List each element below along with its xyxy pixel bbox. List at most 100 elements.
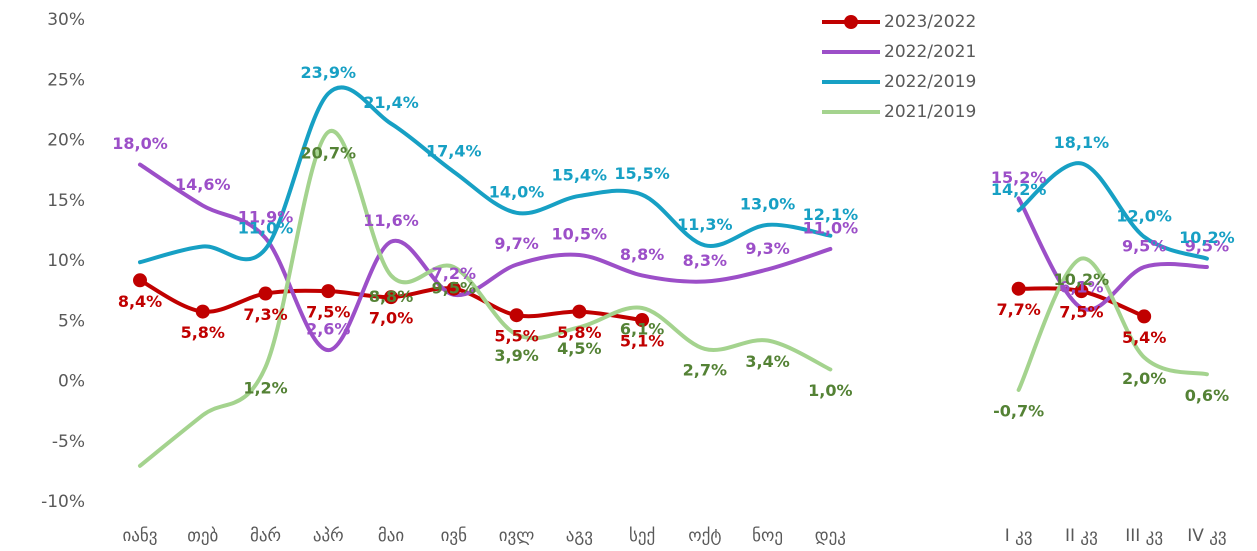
x-tick-label: დეკ bbox=[815, 526, 846, 546]
value-label: 7,3% bbox=[243, 305, 287, 324]
marker bbox=[384, 290, 399, 305]
legend-label: 2022/2021 bbox=[884, 42, 976, 62]
value-label: 11,3% bbox=[677, 215, 733, 234]
value-label: 6,1% bbox=[1059, 277, 1103, 296]
value-label: 7,2% bbox=[432, 264, 476, 283]
x-tick-label: მარ bbox=[250, 526, 281, 546]
legend-label: 2021/2019 bbox=[884, 102, 976, 122]
y-tick-label: -5% bbox=[52, 432, 85, 452]
series-line bbox=[138, 85, 1209, 265]
value-label: 8,4% bbox=[118, 292, 162, 311]
y-tick-label: 10% bbox=[47, 251, 85, 271]
x-tick-label: აგვ bbox=[566, 526, 593, 546]
value-label: 3,9% bbox=[494, 346, 538, 365]
value-label: 7,5% bbox=[306, 303, 350, 322]
value-label: 9,5% bbox=[1122, 237, 1166, 256]
value-label: 15,4% bbox=[552, 165, 608, 184]
value-label: 3,4% bbox=[745, 352, 789, 371]
value-label: 11,6% bbox=[363, 211, 419, 230]
value-label: 9,3% bbox=[745, 239, 789, 258]
value-label: 0,6% bbox=[1185, 386, 1229, 405]
value-label: 1,2% bbox=[243, 379, 287, 398]
marker bbox=[321, 284, 336, 299]
x-tick-label: ივნ bbox=[441, 526, 468, 546]
x-tick-label: სექ bbox=[629, 526, 655, 546]
legend-label: 2023/2022 bbox=[884, 12, 976, 32]
value-label: 11,9% bbox=[238, 208, 294, 227]
value-label: 15,5% bbox=[614, 164, 670, 183]
series-line bbox=[138, 162, 1209, 353]
x-tick-label: აპრ bbox=[313, 526, 344, 546]
value-label: 5,8% bbox=[181, 323, 225, 342]
value-label: 10,2% bbox=[1179, 228, 1235, 247]
value-label: 1,0% bbox=[808, 381, 852, 400]
value-label: 5,8% bbox=[557, 323, 601, 342]
value-label: 5,1% bbox=[620, 332, 664, 351]
value-label: 5,5% bbox=[494, 327, 538, 346]
value-label: 4,5% bbox=[557, 339, 601, 358]
value-label: 21,4% bbox=[363, 93, 419, 112]
value-label: 17,4% bbox=[426, 141, 482, 160]
y-tick-label: -10% bbox=[41, 492, 85, 512]
value-label: 7,7% bbox=[996, 300, 1040, 319]
y-tick-label: 30% bbox=[47, 10, 85, 30]
marker bbox=[1011, 281, 1026, 296]
value-label: 23,9% bbox=[301, 63, 357, 82]
marker bbox=[1137, 309, 1152, 324]
value-label: 14,6% bbox=[175, 175, 231, 194]
value-label: 14,2% bbox=[991, 180, 1047, 199]
y-tick-label: 25% bbox=[47, 70, 85, 90]
value-label: 18,0% bbox=[112, 134, 168, 153]
x-tick-label: ოქტ bbox=[688, 526, 721, 546]
marker bbox=[572, 304, 587, 319]
y-tick-label: 20% bbox=[47, 131, 85, 151]
value-label: 8,8% bbox=[369, 287, 413, 306]
value-label: 13,0% bbox=[740, 194, 796, 213]
x-tick-label: მაი bbox=[378, 526, 404, 546]
value-label: 2,6% bbox=[306, 320, 350, 339]
value-label: 18,1% bbox=[1054, 133, 1110, 152]
value-label: 2,7% bbox=[683, 360, 727, 379]
value-label: 12,0% bbox=[1116, 206, 1172, 225]
marker bbox=[635, 313, 650, 328]
value-label: 11,0% bbox=[803, 218, 859, 237]
legend-marker bbox=[844, 15, 858, 29]
value-label: 5,4% bbox=[1122, 328, 1166, 347]
x-tick-label: ივლ bbox=[499, 526, 535, 546]
value-label: 9,7% bbox=[494, 234, 538, 253]
x-tick-label: II კვ bbox=[1065, 526, 1098, 546]
legend-label: 2022/2019 bbox=[884, 72, 976, 92]
value-label: 10,5% bbox=[552, 224, 608, 243]
x-tick-label: ნოე bbox=[752, 526, 783, 546]
x-tick-label: თებ bbox=[187, 526, 218, 546]
value-label: -0,7% bbox=[993, 401, 1044, 420]
value-label: 11,0% bbox=[238, 218, 294, 237]
marker bbox=[258, 286, 273, 301]
value-label: 8,3% bbox=[683, 251, 727, 270]
value-label: 6,1% bbox=[620, 319, 664, 338]
y-tick-label: 0% bbox=[58, 372, 85, 392]
marker bbox=[509, 308, 524, 323]
value-label: 14,0% bbox=[489, 182, 545, 201]
value-label: 8,8% bbox=[620, 245, 664, 264]
value-label: 7,5% bbox=[1059, 303, 1103, 322]
value-label: 15,2% bbox=[991, 168, 1047, 187]
y-tick-label: 5% bbox=[58, 311, 85, 331]
series-line bbox=[138, 129, 1209, 468]
marker bbox=[195, 304, 210, 319]
marker bbox=[133, 273, 147, 288]
value-label: 12,1% bbox=[803, 205, 859, 224]
value-label: 10,2% bbox=[1054, 270, 1110, 289]
x-tick-label: IV კვ bbox=[1187, 526, 1226, 546]
value-label: 9,5% bbox=[432, 279, 476, 298]
marker bbox=[1074, 284, 1089, 299]
value-label: 7,0% bbox=[369, 309, 413, 328]
value-label: 20,7% bbox=[301, 144, 357, 163]
value-label: 9,5% bbox=[1185, 237, 1229, 256]
x-tick-label: იანვ bbox=[122, 526, 157, 546]
x-tick-label: III კვ bbox=[1125, 526, 1163, 546]
y-tick-label: 15% bbox=[47, 191, 85, 211]
value-label: 2,0% bbox=[1122, 369, 1166, 388]
x-tick-label: I კვ bbox=[1005, 526, 1033, 546]
